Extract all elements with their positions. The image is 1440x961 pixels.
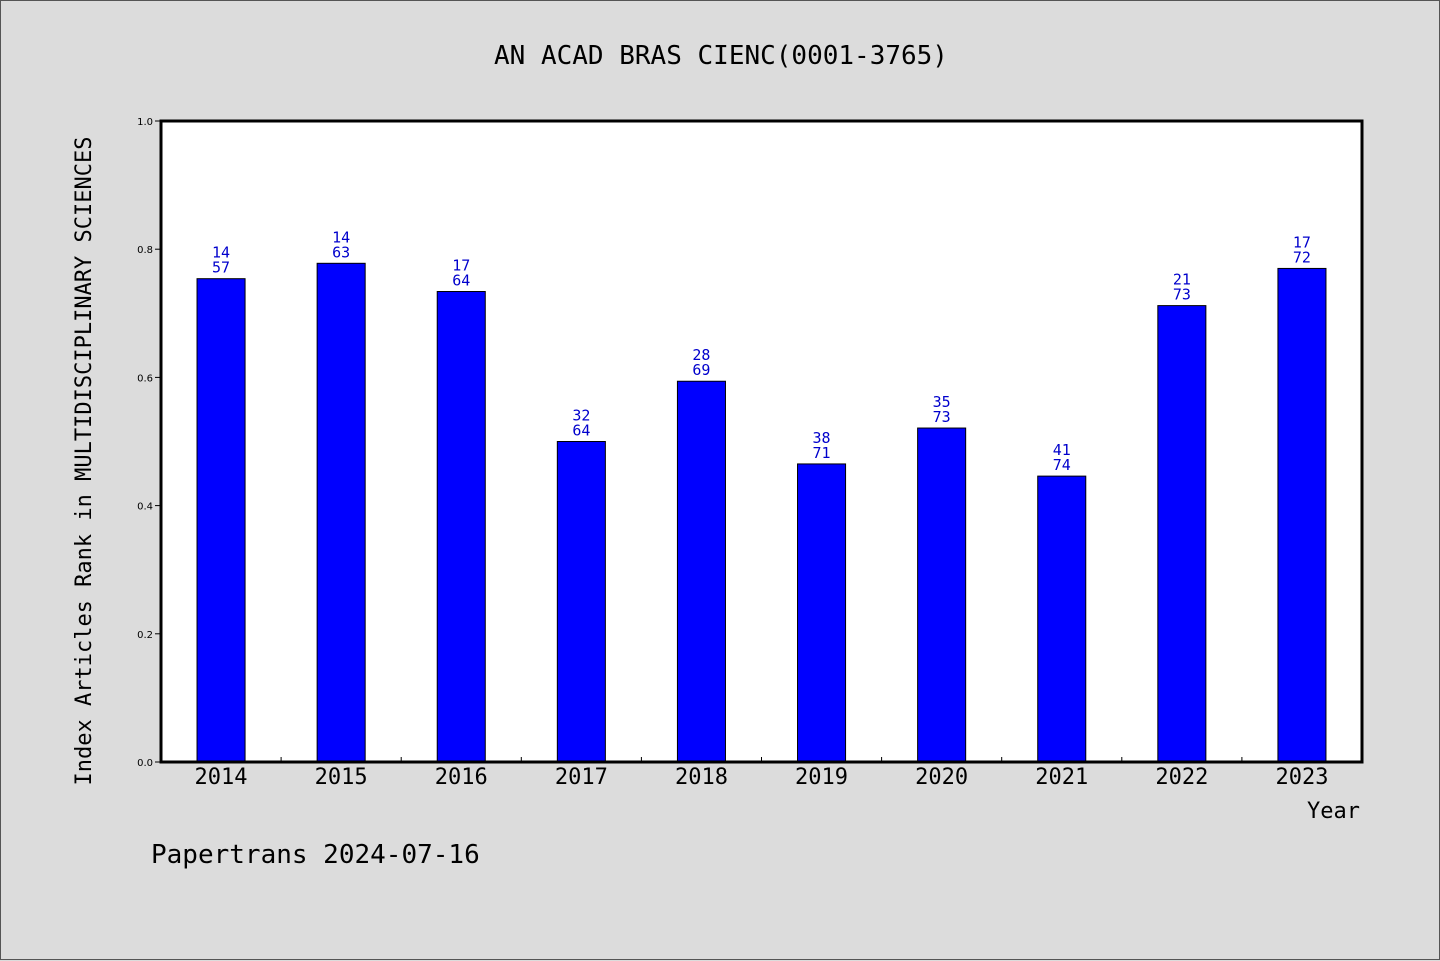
y-tick-label-0.2: 0.2 bbox=[137, 630, 153, 641]
data-label-bottom-2016: 64 bbox=[452, 272, 470, 290]
y-tick-label-0.8: 0.8 bbox=[137, 245, 153, 256]
data-label-top-2020: 35 bbox=[933, 393, 951, 411]
x-axis-label: Year bbox=[1307, 799, 1360, 824]
data-label-bottom-2019: 71 bbox=[813, 444, 831, 462]
y-tick-label-1.0: 1.0 bbox=[137, 117, 153, 128]
data-label-top-2016: 17 bbox=[452, 257, 470, 275]
bar-2020 bbox=[917, 427, 967, 763]
x-tick-label-2020: 2020 bbox=[915, 765, 968, 790]
bar-2014 bbox=[196, 278, 246, 763]
y-tick-label-0.4: 0.4 bbox=[137, 502, 153, 513]
bar-2018 bbox=[676, 380, 726, 763]
data-label-top-2014: 14 bbox=[212, 244, 230, 262]
x-tick-label-2016: 2016 bbox=[435, 765, 488, 790]
x-tick-label-2023: 2023 bbox=[1275, 765, 1328, 790]
data-label-bottom-2021: 74 bbox=[1053, 456, 1071, 474]
bar-2019 bbox=[797, 463, 847, 763]
data-label-top-2019: 38 bbox=[813, 429, 831, 447]
data-label-top-2022: 21 bbox=[1173, 271, 1191, 289]
data-label-bottom-2017: 64 bbox=[572, 422, 590, 440]
data-label-top-2017: 32 bbox=[572, 407, 590, 425]
bar-2023 bbox=[1277, 267, 1327, 763]
x-tick-label-2014: 2014 bbox=[195, 765, 248, 790]
y-tick-label-0.6: 0.6 bbox=[137, 373, 153, 384]
x-tick-label-2018: 2018 bbox=[675, 765, 728, 790]
data-label-bottom-2018: 69 bbox=[692, 361, 710, 379]
tick-group: 2014 2015 2016 2017 2018 2019 2020 2021 2022 2023… bbox=[137, 117, 1328, 790]
bar-2017 bbox=[556, 441, 606, 763]
chart-title: AN ACAD BRAS CIENC(0001-3765) bbox=[494, 41, 948, 71]
data-label-bottom-2014: 57 bbox=[212, 259, 230, 277]
bar-2022 bbox=[1157, 305, 1207, 763]
bar-2016 bbox=[436, 291, 486, 763]
data-label-bottom-2020: 73 bbox=[933, 408, 951, 426]
plot-border bbox=[159, 119, 1364, 764]
data-label-bottom-2022: 73 bbox=[1173, 286, 1191, 304]
data-label-top-2021: 41 bbox=[1053, 441, 1071, 459]
x-tick-label-2019: 2019 bbox=[795, 765, 848, 790]
data-label-bottom-2015: 63 bbox=[332, 243, 350, 261]
data-label-top-2015: 14 bbox=[332, 228, 350, 246]
data-label-top-2018: 28 bbox=[692, 346, 710, 364]
x-tick-label-2022: 2022 bbox=[1155, 765, 1208, 790]
footer-credit: Papertrans 2024-07-16 bbox=[151, 840, 480, 870]
bar-2021 bbox=[1037, 475, 1087, 763]
data-label-top-2023: 17 bbox=[1293, 233, 1311, 251]
x-tick-label-2015: 2015 bbox=[315, 765, 368, 790]
x-tick-label-2021: 2021 bbox=[1035, 765, 1088, 790]
y-axis-label: Index Articles Rank in MULTIDISCIPLINARY… bbox=[72, 136, 97, 785]
bar-2015 bbox=[316, 262, 366, 763]
x-tick-label-2017: 2017 bbox=[555, 765, 608, 790]
y-tick-label-0.0: 0.0 bbox=[137, 758, 153, 769]
data-label-bottom-2023: 72 bbox=[1293, 248, 1311, 266]
